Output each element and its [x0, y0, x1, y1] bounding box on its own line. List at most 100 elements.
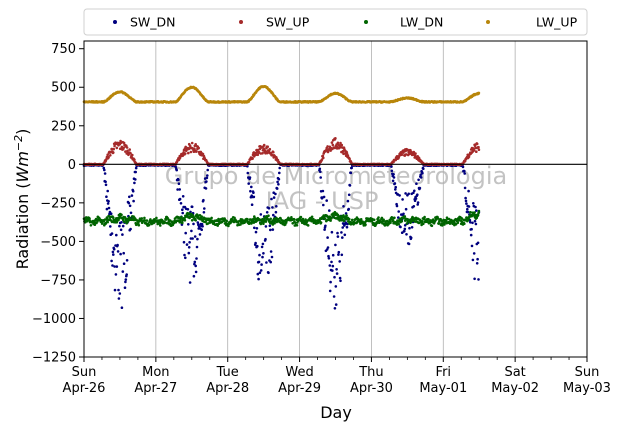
data-point	[437, 222, 441, 225]
y-tick-label: −750	[40, 273, 76, 288]
data-point	[206, 168, 209, 172]
data-point	[115, 265, 119, 268]
data-point	[394, 185, 398, 189]
data-point	[329, 219, 332, 222]
data-point	[334, 285, 338, 288]
data-point	[441, 224, 444, 227]
data-point	[185, 243, 189, 246]
data-point	[194, 143, 197, 146]
data-point	[291, 222, 295, 225]
data-point	[372, 218, 376, 222]
x-tick-label-date: Apr-27	[134, 381, 177, 396]
data-point	[397, 210, 401, 213]
data-point	[407, 192, 411, 196]
data-point	[177, 182, 181, 185]
data-point	[413, 199, 417, 202]
data-point	[120, 306, 124, 310]
data-point	[472, 202, 475, 205]
data-point	[205, 176, 209, 180]
legend-label: LW_UP	[536, 15, 578, 30]
data-point	[269, 250, 273, 253]
data-point	[346, 199, 350, 203]
data-point	[137, 221, 140, 225]
x-tick-label-date: Apr-29	[278, 381, 321, 396]
data-point	[266, 145, 270, 148]
data-point	[112, 247, 116, 251]
data-point	[119, 252, 122, 256]
data-point	[256, 272, 260, 276]
data-point	[338, 276, 342, 280]
data-point	[119, 228, 123, 232]
data-point	[123, 286, 127, 290]
data-point	[120, 221, 123, 224]
data-point	[177, 178, 180, 182]
data-point	[188, 281, 192, 284]
data-point	[332, 295, 336, 298]
data-point	[336, 141, 340, 145]
data-point	[252, 191, 255, 194]
data-point	[104, 183, 108, 187]
data-point	[471, 221, 474, 225]
data-point	[257, 150, 261, 154]
data-point	[331, 269, 334, 272]
data-point	[210, 216, 213, 220]
data-point	[195, 150, 198, 153]
data-point	[109, 212, 113, 215]
data-point	[278, 166, 282, 170]
data-point	[319, 221, 323, 224]
data-point	[341, 236, 344, 239]
data-point	[129, 211, 133, 215]
series-layer	[82, 85, 481, 310]
data-point	[122, 262, 126, 266]
data-point	[326, 145, 329, 148]
data-point	[193, 260, 197, 264]
data-point	[204, 187, 208, 190]
x-tick-label-date: May-03	[563, 381, 611, 396]
data-point	[143, 219, 147, 222]
data-point	[192, 222, 195, 226]
data-point	[330, 230, 334, 234]
data-point	[471, 258, 475, 262]
data-point	[276, 180, 279, 184]
data-point	[410, 226, 414, 229]
data-point	[122, 146, 125, 150]
data-point	[251, 157, 254, 160]
data-point	[103, 168, 106, 172]
x-tick-label-day: Wed	[285, 365, 313, 380]
data-point	[395, 204, 399, 208]
data-point	[117, 297, 121, 300]
data-point	[477, 209, 481, 213]
data-point	[125, 146, 129, 149]
legend-label: LW_DN	[400, 15, 443, 30]
data-point	[271, 206, 274, 209]
data-point	[272, 213, 275, 217]
data-point	[337, 253, 340, 256]
data-point	[116, 250, 120, 253]
data-point	[225, 219, 228, 223]
data-point	[477, 145, 480, 149]
data-point	[467, 189, 470, 193]
data-point	[188, 241, 191, 244]
data-point	[303, 220, 307, 223]
data-point	[187, 246, 191, 249]
data-point	[477, 148, 481, 151]
data-point	[111, 250, 115, 254]
data-point	[182, 240, 186, 244]
data-point	[377, 216, 380, 219]
data-point	[143, 216, 146, 220]
data-point	[181, 154, 184, 158]
data-point	[201, 225, 204, 228]
data-point	[343, 219, 346, 222]
data-point	[112, 253, 115, 256]
data-point	[112, 147, 115, 151]
watermark: Grupo de Micrometeorologia IAG - USP	[165, 162, 507, 215]
data-point	[246, 217, 249, 221]
data-point	[275, 187, 279, 190]
data-point	[416, 201, 420, 204]
data-point	[326, 236, 329, 239]
data-point	[419, 176, 423, 179]
data-point	[111, 264, 114, 267]
data-point	[403, 227, 407, 231]
series-lw-dn	[82, 209, 481, 228]
data-point	[475, 142, 479, 146]
